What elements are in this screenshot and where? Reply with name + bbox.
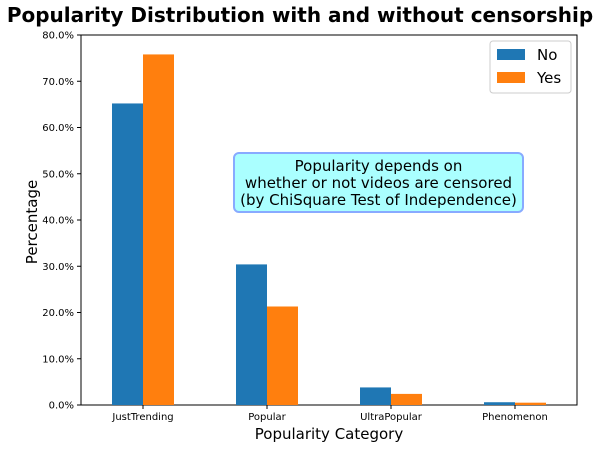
legend-swatch-no — [497, 49, 525, 60]
bar-no-justtrending — [112, 103, 143, 405]
x-tick-label: UltraPopular — [360, 412, 423, 423]
x-tick-label: Phenomenon — [482, 412, 548, 423]
y-tick-label: 10.0% — [42, 354, 74, 365]
y-axis-label: Percentage — [23, 180, 41, 264]
bar-yes-popular — [267, 306, 298, 405]
y-tick-label: 80.0% — [42, 31, 74, 42]
legend-label-no: No — [537, 46, 557, 64]
y-tick-label: 30.0% — [42, 262, 74, 273]
x-tick-label: Popular — [248, 412, 286, 423]
annotation-line: whether or not videos are censored — [245, 174, 512, 192]
annotation-box — [233, 152, 524, 213]
y-tick-label: 40.0% — [42, 216, 74, 227]
legend-label-yes: Yes — [536, 69, 561, 87]
bar-yes-justtrending — [143, 54, 174, 406]
bar-no-ultrapopular — [360, 387, 391, 405]
chart-title: Popularity Distribution with and without… — [7, 3, 593, 27]
x-axis-label: Popularity Category — [255, 425, 404, 443]
bar-no-phenomenon — [484, 402, 515, 405]
y-tick-label: 50.0% — [42, 169, 74, 180]
y-tick-label: 20.0% — [42, 308, 74, 319]
x-tick-label: JustTrending — [111, 412, 173, 423]
bar-yes-phenomenon — [515, 402, 546, 405]
y-tick-label: 70.0% — [42, 77, 74, 88]
plot-area: 0.0% 10.0% 20.0% 30.0% 40.0% 50.0% 60.0% 70.0% 8… — [42, 31, 578, 423]
legend-swatch-yes — [497, 72, 525, 83]
y-tick-label: 0.0% — [49, 401, 74, 412]
bar-yes-ultrapopular — [391, 393, 422, 405]
y-tick-label: 60.0% — [42, 123, 74, 134]
annotation-line: Popularity depends on — [295, 157, 463, 175]
bar-no-popular — [236, 264, 267, 405]
annotation-line: (by ChiSquare Test of Independence) — [240, 191, 517, 209]
